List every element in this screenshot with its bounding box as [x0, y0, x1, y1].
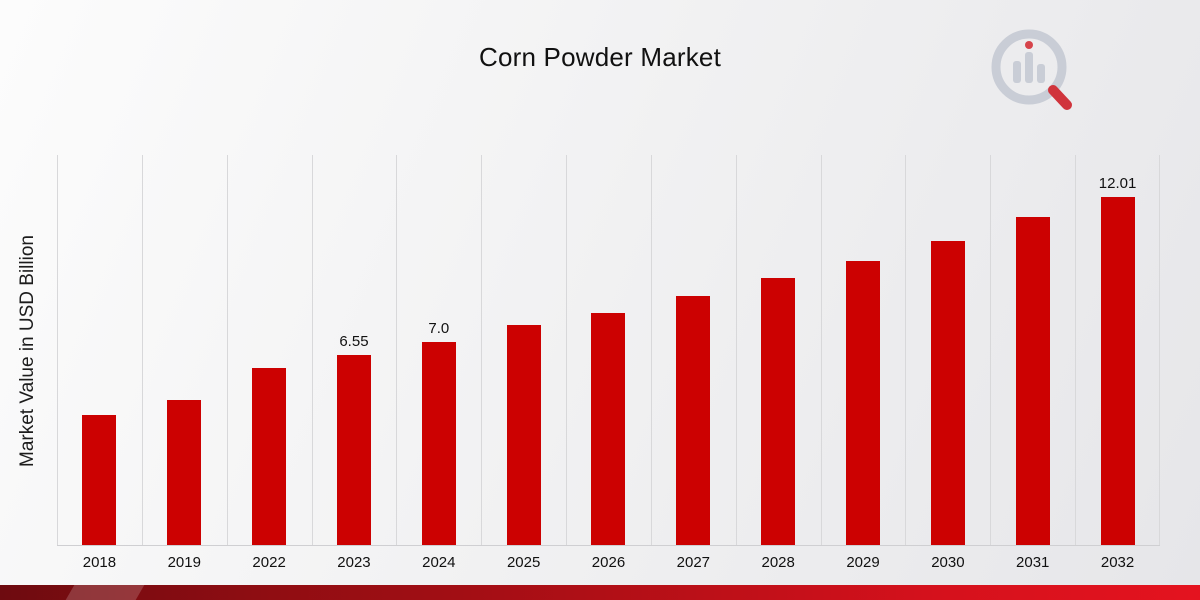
- bar: [931, 241, 965, 545]
- x-axis-label: 2022: [227, 554, 312, 571]
- bar-slot: [566, 155, 651, 545]
- brand-logo: [985, 25, 1085, 117]
- bar: [591, 313, 625, 545]
- bar: [82, 415, 116, 545]
- bar: [337, 355, 371, 545]
- x-axis-label: 2018: [57, 554, 142, 571]
- footer-band-sheen: [66, 585, 145, 600]
- footer-band: [0, 585, 1200, 600]
- bar-slot: [57, 155, 142, 545]
- x-axis-label: 2024: [396, 554, 481, 571]
- bar-slot: 7.0: [396, 155, 481, 545]
- x-axis-labels: 2018201920222023202420252026202720282029…: [57, 554, 1160, 576]
- bar: [846, 261, 880, 545]
- bar: [676, 296, 710, 545]
- bar-slot: [821, 155, 906, 545]
- x-axis-label: 2030: [905, 554, 990, 571]
- bar: [1101, 197, 1135, 545]
- bar-slot: [227, 155, 312, 545]
- bar: [252, 368, 286, 545]
- bar-value-label: 12.01: [1099, 175, 1137, 192]
- bar-slot: 6.55: [312, 155, 397, 545]
- y-axis-label: Market Value in USD Billion: [17, 201, 39, 501]
- x-axis-label: 2031: [990, 554, 1075, 571]
- x-axis-label: 2029: [821, 554, 906, 571]
- bar: [167, 400, 201, 545]
- plot-area: 6.55 7.0 12.01: [57, 155, 1160, 546]
- bar: [422, 342, 456, 545]
- x-axis-label: 2028: [736, 554, 821, 571]
- bar: [1016, 217, 1050, 545]
- bar-chart-magnifier-icon: [985, 25, 1085, 117]
- x-axis-label: 2027: [651, 554, 736, 571]
- bar-slot: [651, 155, 736, 545]
- bar-slot: [990, 155, 1075, 545]
- x-axis-label: 2019: [142, 554, 227, 571]
- x-axis-label: 2032: [1075, 554, 1160, 571]
- bar-slot: 12.01: [1075, 155, 1160, 545]
- bar-value-label: 6.55: [339, 333, 368, 350]
- x-axis-label: 2023: [312, 554, 397, 571]
- x-axis-label: 2025: [481, 554, 566, 571]
- bar: [761, 278, 795, 545]
- bar: [507, 325, 541, 545]
- bar-slot: [142, 155, 227, 545]
- bar-slot: [905, 155, 990, 545]
- bar-slot: [736, 155, 821, 545]
- x-axis-label: 2026: [566, 554, 651, 571]
- bar-value-label: 7.0: [428, 320, 449, 337]
- bar-slot: [481, 155, 566, 545]
